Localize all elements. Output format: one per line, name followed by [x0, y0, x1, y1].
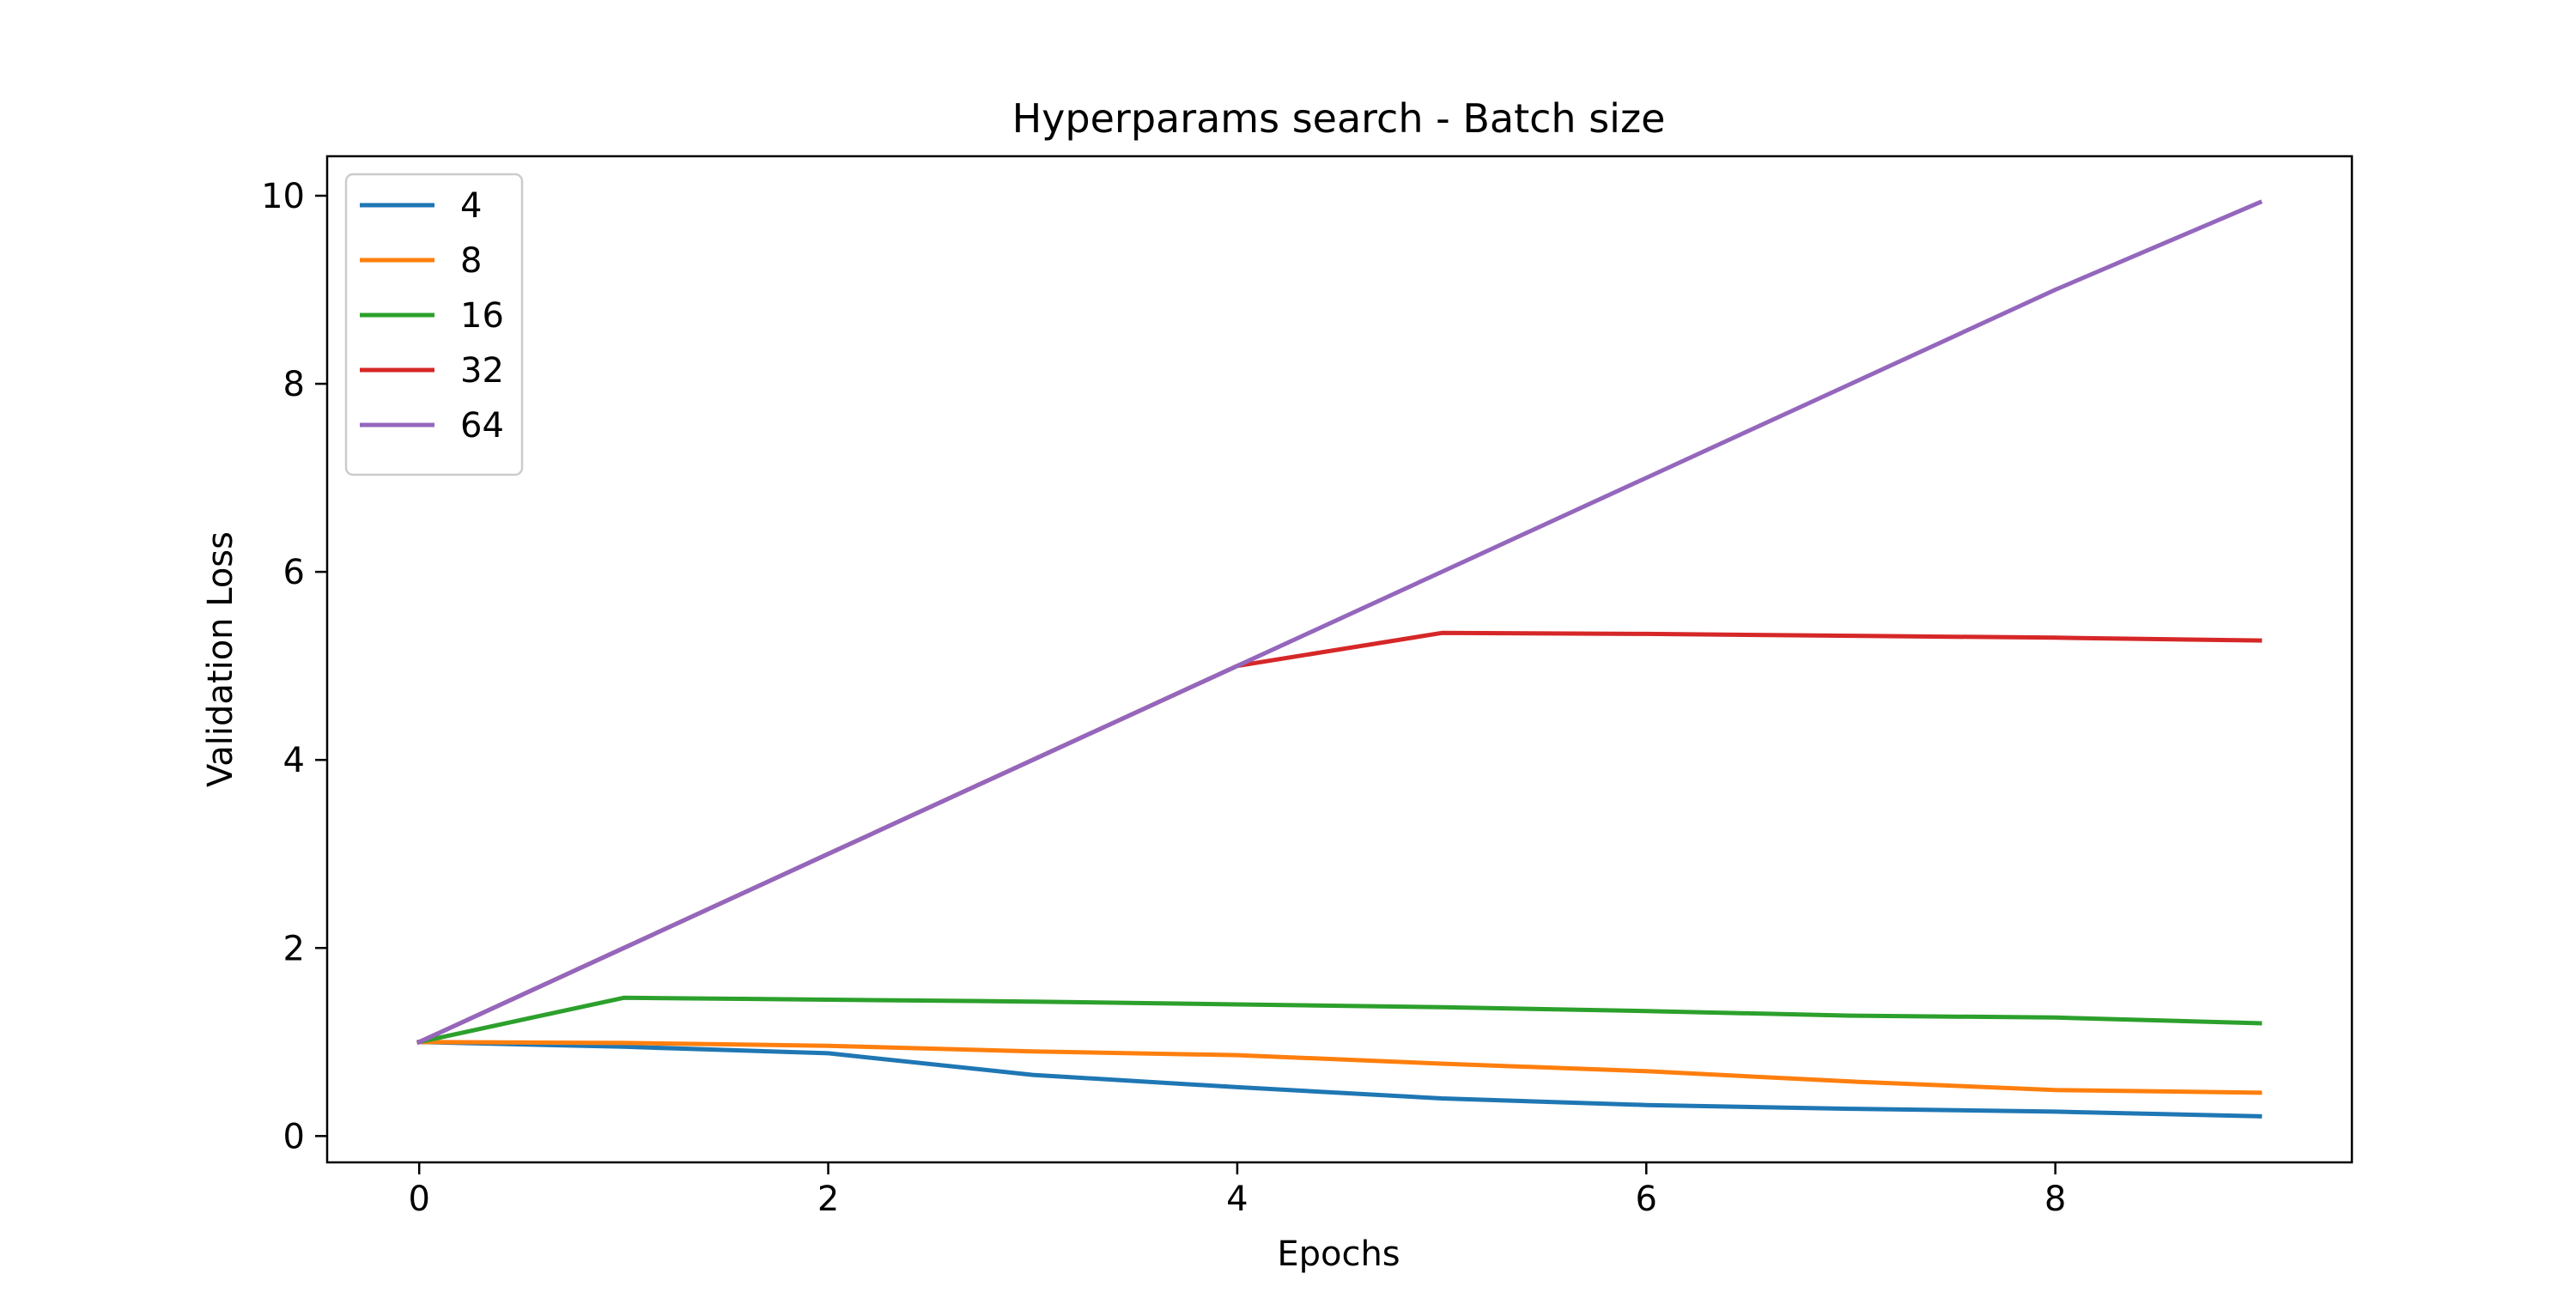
legend-label-16: 16	[460, 296, 504, 336]
y-tick-label: 2	[283, 929, 305, 968]
x-tick-label: 2	[817, 1180, 839, 1219]
x-tick-label: 8	[2044, 1180, 2066, 1219]
x-tick-label: 6	[1636, 1180, 1657, 1219]
series-line-8	[416, 1040, 2263, 1095]
plot-area	[325, 155, 2354, 1164]
legend-label-8: 8	[460, 241, 482, 281]
x-tick-label: 0	[408, 1180, 429, 1219]
series-line-64	[416, 199, 2263, 1046]
legend-label-32: 32	[460, 351, 504, 391]
plot-frame	[325, 155, 2354, 1164]
y-tick-label: 10	[261, 177, 305, 216]
y-tick-label: 6	[283, 553, 305, 592]
legend-label-4: 4	[460, 186, 482, 226]
legend: 4 8 16 32 64	[344, 173, 524, 476]
y-tick-label: 4	[283, 741, 305, 780]
series-line-4	[416, 1040, 2263, 1119]
x-axis-label: Epochs	[1277, 1234, 1400, 1274]
x-tick-label: 4	[1226, 1180, 1248, 1219]
y-tick-label: 0	[283, 1117, 305, 1156]
axis-ticks: 0 2 4 6 8 0 2 4 6 8 10	[261, 177, 2066, 1219]
legend-box	[344, 173, 524, 476]
legend-label-64: 64	[460, 406, 504, 446]
y-tick-label: 8	[283, 365, 305, 404]
series-line-16	[416, 995, 2263, 1045]
y-axis-label: Validation Loss	[201, 531, 240, 787]
chart-title: Hyperparams search - Batch size	[1012, 95, 1666, 142]
